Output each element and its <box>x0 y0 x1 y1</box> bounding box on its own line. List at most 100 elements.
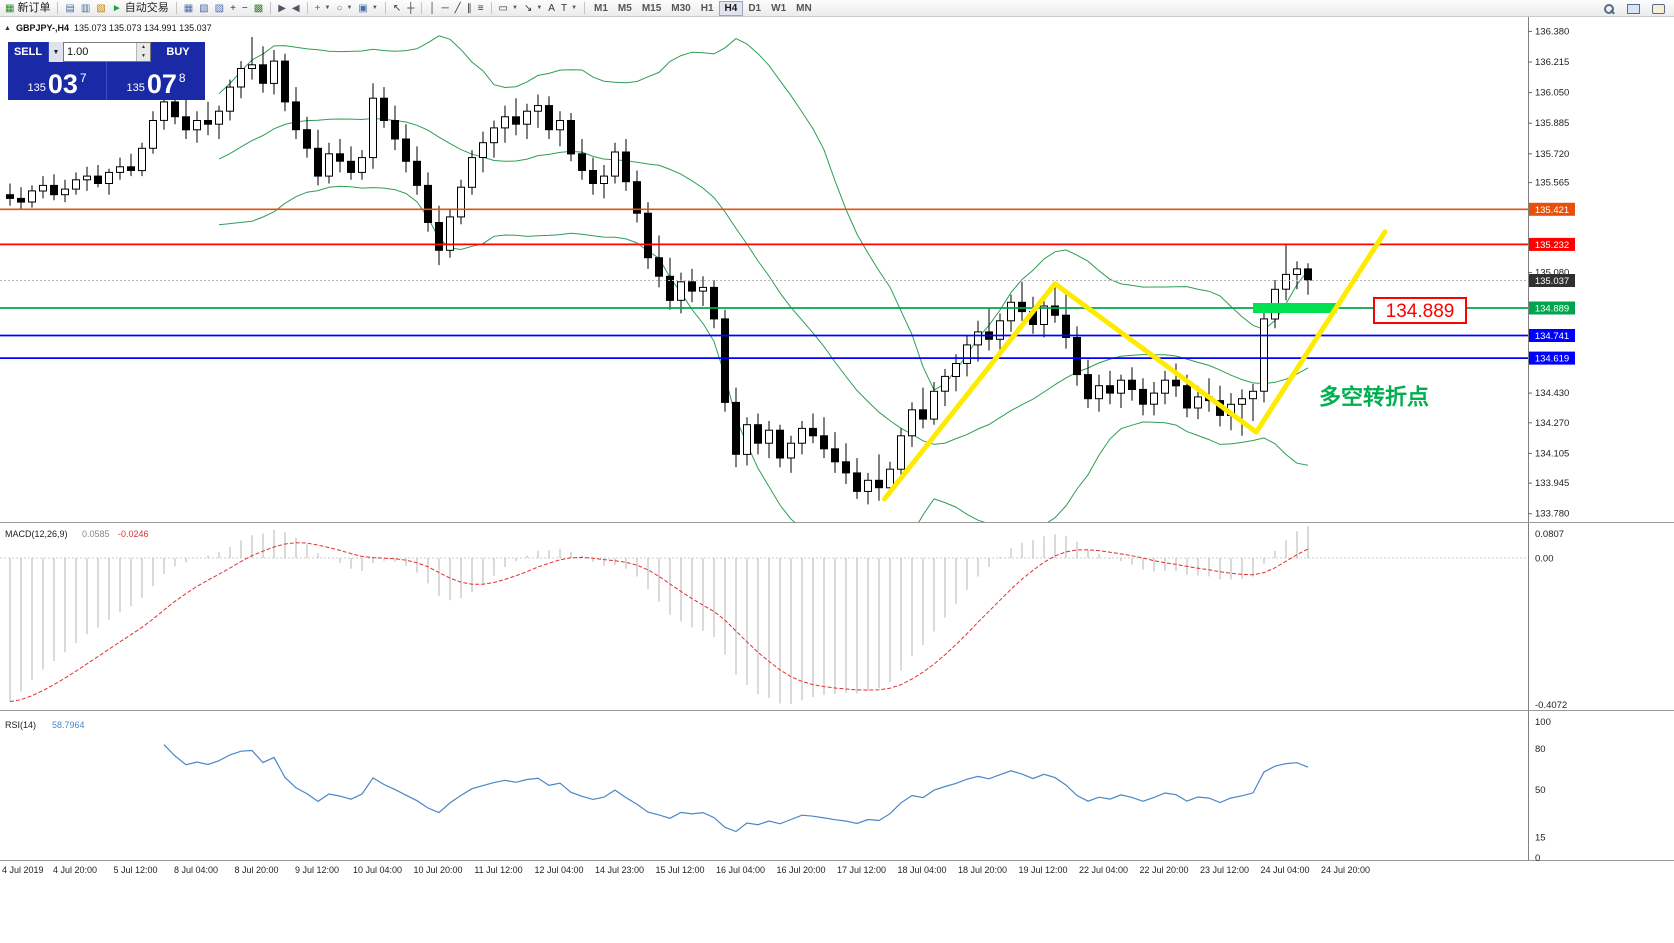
chart-shift-button[interactable]: ◀ <box>289 1 303 16</box>
time-axis-label: 9 Jul 12:00 <box>295 865 339 875</box>
time-axis-label: 10 Jul 20:00 <box>413 865 462 875</box>
channel-button[interactable]: ∥ <box>464 1 475 16</box>
timeframe-m1-button[interactable]: M1 <box>594 2 608 14</box>
rsi-axis-label: 100 <box>1535 717 1551 728</box>
auto-scroll-button[interactable]: ▶ <box>275 1 289 16</box>
crosshair-button[interactable]: ┼ <box>404 1 417 16</box>
candle-body <box>1183 385 1191 409</box>
timeframe-m5-button[interactable]: M5 <box>617 2 632 14</box>
candle-body <box>820 435 828 450</box>
candle-body <box>402 138 410 162</box>
market-watch-button[interactable]: ▥ <box>78 1 93 16</box>
time-axis-label: 18 Jul 20:00 <box>958 865 1007 875</box>
candle-body <box>1062 314 1070 339</box>
candle-body <box>1117 379 1125 394</box>
candle-body <box>798 427 806 444</box>
sell-price-prefix: 135 <box>27 82 46 94</box>
time-axis-label: 24 Jul 20:00 <box>1321 865 1370 875</box>
indicators-button[interactable]: + ▼ <box>312 1 334 16</box>
candle-body <box>490 127 498 144</box>
buy-button[interactable]: 135 07 8 <box>106 62 205 100</box>
grid-button[interactable]: ▩ <box>251 1 266 16</box>
rsi-line <box>163 744 1309 833</box>
candle-body <box>1249 390 1257 400</box>
volume-input[interactable] <box>64 43 136 61</box>
cascade-windows-button[interactable]: ▧ <box>196 1 211 16</box>
autotrading-button[interactable]: ► 自动交易 <box>109 1 172 16</box>
volume-down-button[interactable]: ▼ <box>137 52 150 61</box>
zoom-out-button[interactable]: − <box>239 1 251 16</box>
search-button[interactable] <box>1600 1 1618 16</box>
volume-up-button[interactable]: ▲ <box>137 43 150 52</box>
sell-tab[interactable]: SELL <box>8 42 48 62</box>
toolbar-separator <box>490 2 492 14</box>
text-label-button[interactable]: A <box>545 1 558 16</box>
chart-shift-icon: ◀ <box>291 2 300 14</box>
candle-body <box>622 151 630 183</box>
toolbar-right-icons <box>1600 0 1674 17</box>
templates-button[interactable]: ▣ ▼ <box>355 1 380 16</box>
crosshair-icon: ┼ <box>407 2 415 14</box>
time-axis-label: 5 Jul 12:00 <box>113 865 157 875</box>
data-window-button[interactable] <box>1624 1 1643 16</box>
order-type-dropdown[interactable]: ▼ <box>48 42 63 62</box>
candle-body <box>83 175 91 181</box>
timeframe-h1-button[interactable]: H1 <box>700 2 714 14</box>
timeframe-mn-button[interactable]: MN <box>796 2 812 14</box>
tile-windows-button[interactable]: ▦ <box>181 1 196 16</box>
candle-body <box>105 171 113 184</box>
candle-body <box>94 175 102 185</box>
toolbar-separator <box>175 2 177 14</box>
support-highlight-box[interactable] <box>1253 303 1337 313</box>
sell-button[interactable]: 135 03 7 <box>8 62 106 100</box>
arrange-windows-button[interactable]: ▨ <box>212 1 227 16</box>
candle-body <box>523 110 531 125</box>
chat-button[interactable] <box>1649 1 1668 16</box>
candle-body <box>336 153 344 162</box>
vertical-line-button[interactable]: │ <box>426 1 438 16</box>
chart-canvas[interactable]: 多空转折点 134.889 136.380 136.215 136.050 135.885… <box>0 17 1674 943</box>
candle-body <box>908 409 916 437</box>
panel-collapse-icon[interactable]: ▲ <box>4 24 11 32</box>
shapes-button[interactable]: ▭ ▼ <box>496 1 521 16</box>
price-axis-label: 134.270 <box>1535 418 1569 429</box>
zoom-in-button[interactable]: + <box>227 1 239 16</box>
macd-indicator-label: MACD(12,26,9) <box>5 529 68 539</box>
candle-body <box>1040 305 1048 325</box>
price-axis-label: 135.565 <box>1535 178 1569 189</box>
candle-body <box>1172 379 1180 387</box>
arrows-button[interactable]: ↘ ▼ <box>521 1 545 16</box>
timeframe-w1-button[interactable]: W1 <box>771 2 787 14</box>
fibonacci-button[interactable]: ≡ <box>475 1 487 16</box>
trendline-button[interactable]: ╱ <box>452 1 464 16</box>
candle-body <box>644 212 652 259</box>
zigzag-trendline[interactable] <box>882 229 1388 502</box>
candle-body <box>479 142 487 158</box>
candle-body <box>248 64 256 69</box>
price-callout-box[interactable] <box>1373 297 1467 324</box>
candle-body <box>578 153 586 172</box>
candle-body <box>721 318 729 403</box>
timeframe-h4-button[interactable]: H4 <box>718 0 744 16</box>
new-order-button[interactable]: ▦ 新订单 <box>2 1 53 16</box>
cursor-button[interactable]: ↖ <box>390 1 404 16</box>
timeframe-d1-button[interactable]: D1 <box>748 2 762 14</box>
timeframe-m15-button[interactable]: M15 <box>641 2 662 14</box>
candle-body <box>842 461 850 474</box>
candle-body <box>61 188 69 196</box>
price-axis-label: 134.105 <box>1535 448 1569 459</box>
timeframe-m30-button[interactable]: M30 <box>671 2 691 14</box>
text-button[interactable]: T ▼ <box>558 1 580 16</box>
buy-tab[interactable]: BUY <box>151 42 205 62</box>
search-icon <box>1603 3 1615 15</box>
candle-body <box>853 472 861 492</box>
arrows-icon: ↘ <box>523 2 533 14</box>
periods-button[interactable]: ○ ▼ <box>333 1 355 16</box>
time-axis-label: 16 Jul 20:00 <box>776 865 825 875</box>
candle-body <box>732 401 740 455</box>
horizontal-line-button[interactable]: ─ <box>439 1 452 16</box>
candle-body <box>996 320 1004 340</box>
price-tag <box>1529 202 1575 216</box>
navigator-button[interactable]: ▧ <box>93 1 108 16</box>
charts-button[interactable]: ▤ <box>62 1 77 16</box>
